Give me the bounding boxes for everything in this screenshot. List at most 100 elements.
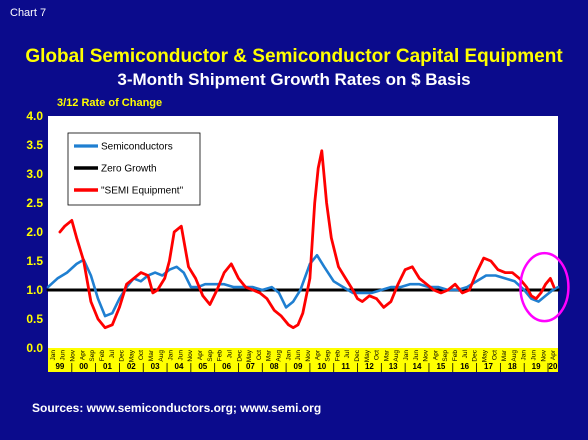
x-month-tick-label: Sep xyxy=(89,350,96,362)
legend-entry: Zero Growth xyxy=(101,164,157,175)
x-month-tick-label: Dec xyxy=(472,349,479,361)
x-month-tick-label: Jul xyxy=(226,349,233,358)
x-month-tick-label: Sep xyxy=(325,350,332,362)
x-month-tick-label: Jul xyxy=(344,349,351,358)
x-month-tick-label: Jun xyxy=(60,350,67,361)
x-year-tick-label: 14 xyxy=(413,362,422,371)
x-month-tick-label: Mar xyxy=(383,349,390,361)
x-month-tick-label: Mar xyxy=(148,349,155,361)
x-year-tick-label: 12 xyxy=(365,362,374,371)
x-month-tick-label: Nov xyxy=(187,349,194,361)
x-year-tick-label: 01 xyxy=(103,362,112,371)
x-year-tick-label: 19 xyxy=(532,362,541,371)
x-month-tick-label: Oct xyxy=(256,350,263,360)
x-month-tick-label: Aug xyxy=(511,350,518,362)
x-month-tick-label: May xyxy=(246,349,253,362)
x-month-tick-label: May xyxy=(364,349,371,362)
x-month-tick-label: Dec xyxy=(236,349,243,361)
x-year-tick-label: 16 xyxy=(460,362,469,371)
x-month-tick-label: Apr xyxy=(432,349,439,360)
x-month-tick-label: Jan xyxy=(285,350,292,361)
x-month-tick-label: May xyxy=(128,349,135,362)
x-axis-band xyxy=(48,348,558,372)
x-month-tick-label: Apr xyxy=(315,349,322,360)
y-tick-label: 1.5 xyxy=(26,254,43,268)
x-month-tick-label: Aug xyxy=(276,350,283,362)
x-month-tick-label: Aug xyxy=(393,350,400,362)
x-month-tick-label: Feb xyxy=(217,350,224,362)
x-year-tick-label: 00 xyxy=(79,362,88,371)
highlight-circle xyxy=(519,251,570,323)
x-month-tick-label: Feb xyxy=(99,350,106,362)
y-axis: 0.0 0.5 1.0 1.5 2.0 2.5 3.0 3.5 4.0 xyxy=(26,109,43,355)
x-month-tick-label: Apr xyxy=(550,349,557,360)
x-month-tick-label: Feb xyxy=(334,350,341,362)
y-tick-label: 2.5 xyxy=(26,196,43,210)
x-month-tick-label: Jun xyxy=(531,350,538,361)
x-year-tick-label: 11 xyxy=(341,362,350,371)
x-month-tick-label: Mar xyxy=(266,349,273,361)
x-month-tick-label: Oct xyxy=(138,350,145,360)
x-year-tick-label: 05 xyxy=(198,362,207,371)
legend: Semiconductors Zero Growth "SEMI Equipment… xyxy=(67,132,201,206)
chart-number-label: Chart 7 xyxy=(10,7,47,19)
semi-equipment-line xyxy=(58,149,556,330)
x-year-tick-label: 04 xyxy=(175,362,184,371)
x-month-tick-label: Jun xyxy=(413,350,420,361)
chart-subtitle: 3-Month Shipment Growth Rates on $ Basis xyxy=(117,70,471,89)
x-year-tick-label: 18 xyxy=(508,362,517,371)
source-note: Sources: www.semiconductors.org; www.sem… xyxy=(32,401,322,415)
x-month-tick-label: Sep xyxy=(207,350,214,362)
x-month-tick-label: Sep xyxy=(442,350,449,362)
y-tick-label: 3.5 xyxy=(26,138,43,152)
chart-title: Global Semiconductor & Semiconductor Cap… xyxy=(25,46,563,67)
y-tick-label: 0.0 xyxy=(26,341,43,355)
x-year-tick-label: 15 xyxy=(436,362,445,371)
series-lines xyxy=(46,149,560,330)
x-year-tick-label: 20 xyxy=(549,362,558,371)
x-year-tick-label: 09 xyxy=(294,362,303,371)
x-month-tick-label: Dec xyxy=(354,349,361,361)
x-month-tick-label: Apr xyxy=(79,349,86,360)
x-month-tick-label: Nov xyxy=(305,349,312,361)
x-month-tick-label: Mar xyxy=(501,349,508,361)
y-tick-label: 0.5 xyxy=(26,312,43,326)
x-month-tick-label: Aug xyxy=(158,350,165,362)
x-month-tick-label: Jul xyxy=(462,349,469,358)
x-year-tick-label: 99 xyxy=(55,362,64,371)
x-month-tick-label: Jun xyxy=(295,350,302,361)
x-month-tick-label: Jan xyxy=(403,350,410,361)
x-year-tick-label: 03 xyxy=(151,362,160,371)
y-tick-label: 4.0 xyxy=(26,109,43,123)
x-year-tick-label: 07 xyxy=(246,362,255,371)
x-month-tick-label: May xyxy=(481,349,488,362)
y-tick-label: 3.0 xyxy=(26,167,43,181)
x-month-tick-label: Nov xyxy=(540,349,547,361)
x-month-tick-label: Jan xyxy=(168,350,175,361)
y-axis-label: 3/12 Rate of Change xyxy=(57,97,163,109)
y-tick-label: 1.0 xyxy=(26,283,43,297)
x-month-tick-label: Oct xyxy=(491,350,498,360)
x-month-tick-label: Dec xyxy=(119,349,126,361)
y-tick-label: 2.0 xyxy=(26,225,43,239)
x-month-tick-label: Jan xyxy=(50,350,57,361)
x-month-tick-label: Apr xyxy=(197,349,204,360)
x-month-tick-label: Jun xyxy=(177,350,184,361)
x-month-tick-label: Nov xyxy=(423,349,430,361)
x-month-tick-label: Jan xyxy=(521,350,528,361)
x-year-tick-label: 10 xyxy=(317,362,326,371)
x-axis-strip: Jan Jun Nov Apr Sep Feb Jul Dec May Oct Mar Aug Jan J… xyxy=(48,348,558,372)
x-month-tick-label: Oct xyxy=(374,350,381,360)
semiconductors-line xyxy=(46,253,560,318)
x-month-tick-label: Jul xyxy=(109,349,116,358)
x-year-tick-label: 02 xyxy=(127,362,136,371)
x-year-tick-label: 06 xyxy=(222,362,231,371)
x-month-tick-label: Feb xyxy=(452,350,459,362)
x-year-tick-label: 08 xyxy=(270,362,279,371)
x-year-tick-label: 13 xyxy=(389,362,398,371)
legend-entry: "SEMI Equipment" xyxy=(101,186,184,197)
x-year-tick-label: 17 xyxy=(484,362,493,371)
legend-entry: Semiconductors xyxy=(101,142,173,153)
